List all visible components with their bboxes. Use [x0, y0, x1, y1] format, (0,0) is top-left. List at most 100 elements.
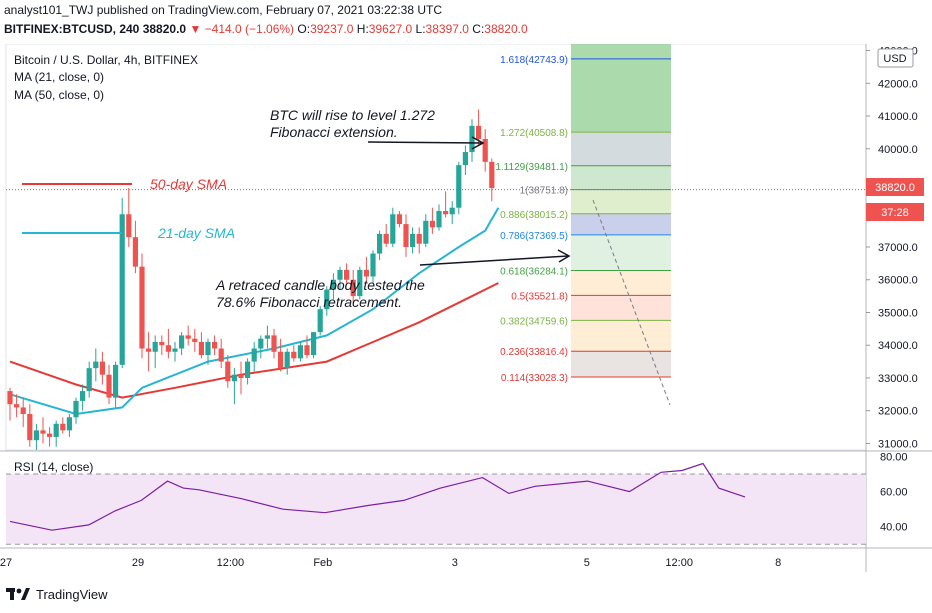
price-tick-label: 34000.0: [878, 340, 918, 352]
candle-down: [146, 348, 152, 352]
candle-down: [403, 224, 409, 247]
candle-up: [284, 351, 290, 369]
rsi-tick-label: 80.00: [880, 452, 908, 464]
candle-down: [225, 361, 231, 382]
candle-down: [192, 338, 198, 342]
time-tick-label: 5: [584, 557, 590, 569]
candle-down: [139, 266, 145, 349]
price-tick-label: 37000.0: [878, 242, 918, 254]
candle-down: [47, 433, 53, 437]
candle-down: [443, 210, 449, 215]
candle-up: [93, 361, 99, 369]
candle-down: [106, 374, 112, 398]
note-retracement-line2: 78.6% Fibonacci retracement.: [216, 294, 402, 310]
candle-up: [456, 165, 462, 208]
note-extension-line2: Fibonacci extension.: [270, 124, 398, 140]
price-change: ▼ −414.0 (−1.06%): [189, 22, 295, 36]
candle-down: [99, 361, 105, 375]
fib-zone: [571, 351, 671, 378]
moving-averages: [9, 207, 500, 416]
fib-level-label: 0.114(33028.3): [501, 373, 568, 384]
candle-up: [377, 233, 383, 254]
candle-up: [152, 341, 158, 352]
time-tick-label: 12:00: [665, 557, 693, 569]
symbol-code[interactable]: BITFINEX:BTCUSD, 240: [4, 22, 140, 36]
candle-up: [245, 361, 251, 378]
price-tick-label: 36000.0: [878, 275, 918, 287]
price-tick-label: 33000.0: [878, 373, 918, 385]
candle-up: [324, 289, 330, 310]
tradingview-brand: TradingView: [36, 586, 108, 602]
rsi-tick-label: 60.00: [880, 487, 908, 499]
bar-timer-value: 37:28: [881, 207, 909, 219]
candle-up: [205, 341, 211, 356]
fibonacci-extension-tool[interactable]: 1.618(42743.9) 1.272(40508.8) 1.1129(39481…: [6, 44, 866, 406]
low-value: 38397.0: [425, 22, 469, 36]
candle-up: [370, 253, 376, 277]
currency-button[interactable]: [877, 48, 914, 68]
candle-down: [416, 233, 422, 244]
time-tick-label: 29: [132, 557, 144, 569]
high-label: H:: [356, 22, 369, 36]
candle-up: [172, 348, 178, 352]
candle-down: [350, 279, 356, 297]
ma21-legend[interactable]: MA (21, close, 0): [14, 70, 104, 84]
time-tick-label: 12:00: [217, 557, 245, 569]
price-pane[interactable]: [0, 43, 932, 572]
candle-up: [469, 125, 475, 153]
candle-up: [264, 335, 270, 339]
candle-up: [86, 368, 92, 392]
candle-up: [66, 417, 72, 431]
last-price-badge: [866, 178, 924, 196]
candle-down: [198, 341, 204, 356]
rsi-legend[interactable]: RSI (14, close): [14, 460, 93, 474]
fib-zone: [571, 295, 671, 321]
ma21-line: [9, 207, 500, 416]
fib-level-label: 0.786(37369.5): [500, 231, 568, 242]
note-extension-line1: BTC will rise to level 1.272: [270, 107, 435, 123]
ma50-legend[interactable]: MA (50, close, 0): [14, 88, 104, 102]
rsi-line: [9, 462, 746, 531]
candle-up: [311, 332, 317, 356]
time-axis[interactable]: 27 29 12:00 Feb 3 5 12:00 8: [0, 557, 781, 569]
open-value: 39237.0: [310, 22, 354, 36]
fib-zone: [571, 213, 671, 235]
candle-down: [159, 341, 165, 346]
candle-down: [27, 413, 33, 441]
fib-level-label: 0.382(34759.6): [500, 316, 568, 327]
fib-level-label: 1.1129(39481.1): [495, 162, 568, 173]
candle-down: [40, 430, 46, 434]
fib-level-label: 1.618(42743.9): [500, 55, 568, 66]
candle-up: [410, 233, 416, 247]
fib-zone: [571, 58, 671, 133]
price-tick-label: 32000.0: [878, 406, 918, 418]
fib-level-label: 1(38751.8): [520, 186, 568, 197]
candle-down: [271, 335, 277, 352]
price-tick-label: 41000.0: [878, 111, 918, 123]
candle-up: [179, 335, 185, 349]
tradingview-logo-icon: [6, 588, 30, 600]
candle-down: [476, 125, 482, 139]
rsi-band-fill: [6, 474, 866, 545]
fib-level-label: 0.618(36284.1): [500, 266, 568, 277]
fib-zone: [571, 132, 671, 166]
note-retracement-line1: A retraced candle body tested the: [215, 277, 425, 293]
fib-level-label: 0.886(38015.2): [500, 210, 568, 221]
time-tick-label: 3: [452, 557, 458, 569]
candle-down: [363, 269, 369, 277]
arrow-to-786-icon: [419, 249, 571, 266]
candle-down: [7, 391, 13, 405]
rsi-pane[interactable]: [6, 462, 866, 545]
candle-down: [212, 341, 218, 349]
candle-up: [231, 374, 237, 382]
symbol-legend-title[interactable]: Bitcoin / U.S. Dollar, 4h, BITFINEX: [14, 53, 198, 67]
candle-up: [317, 309, 323, 333]
price-axis[interactable]: 31000.0 32000.0 33000.0 34000.0 35000.0 36000…: [866, 46, 918, 534]
candle-up: [33, 430, 39, 441]
candle-down: [429, 220, 435, 228]
candle-down: [396, 214, 402, 225]
tradingview-logo[interactable]: TradingView: [6, 586, 108, 602]
ma50-line: [9, 282, 499, 399]
high-value: 39627.0: [368, 22, 413, 36]
